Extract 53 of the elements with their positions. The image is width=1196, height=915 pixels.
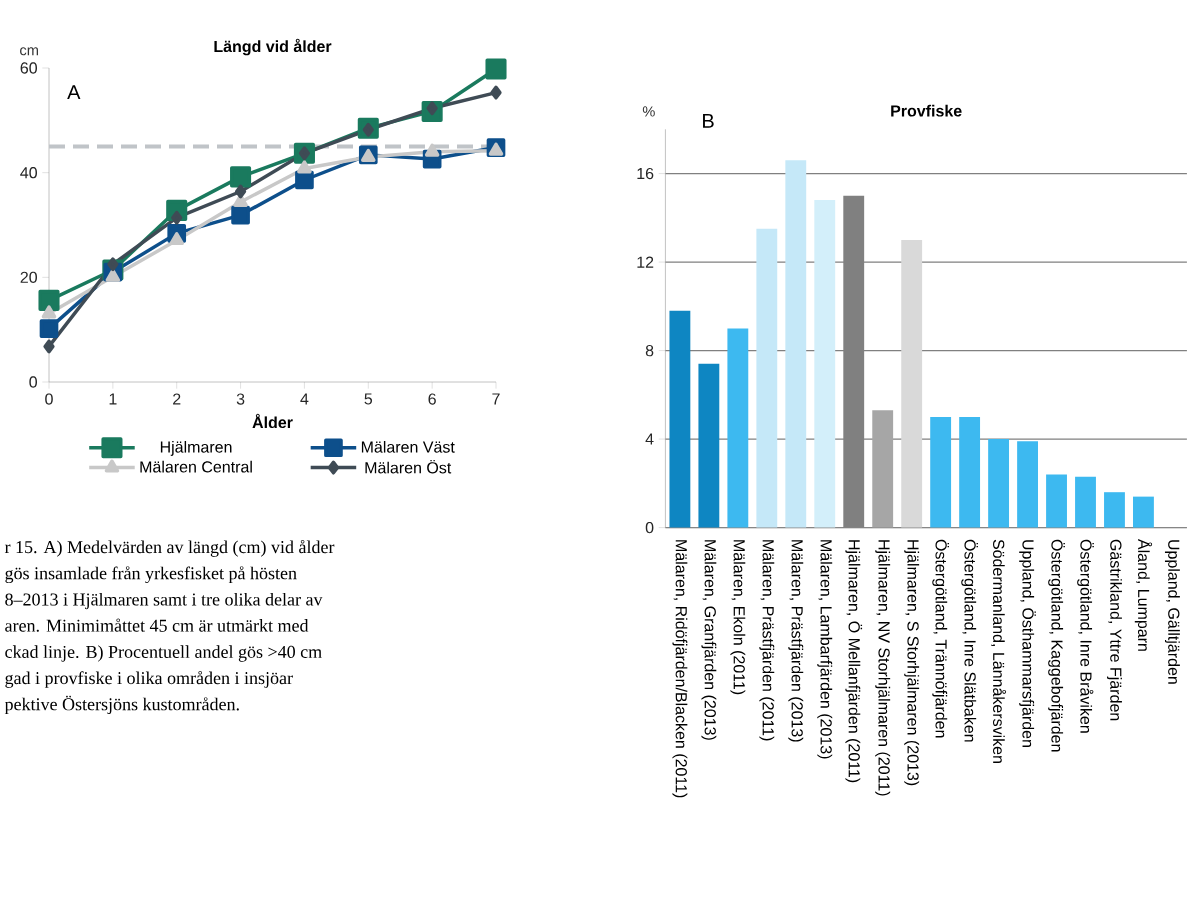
- x-tick-label: Mälaren, Lambarfjärden (2013): [817, 540, 833, 759]
- x-tick-label: Östergötland, Inre Bråviken: [1077, 539, 1094, 733]
- x-tick-label: 4: [300, 393, 309, 405]
- x-tick-label: Mälaren, Ridöfjärden/Blacken (2011): [672, 540, 688, 798]
- x-tick-label: Uppland, Gälltjärden: [1164, 540, 1180, 684]
- x-axis-title: Ålder: [252, 413, 293, 429]
- legend-label: Mälaren Väst: [361, 440, 455, 453]
- x-tick-label: Hjälmaren, NV Storhjälmaren (2011): [875, 540, 891, 796]
- x-tick-label: Hjälmaren, Ö Mellanfjärden (2011): [845, 540, 863, 783]
- y-axis-title: cm: [20, 47, 38, 56]
- x-tick-label: Gästrikland, Yttre Fjärden: [1107, 539, 1122, 721]
- x-tick-label: Östergötland, Trännöfjärden: [932, 539, 949, 738]
- y-tick-label: 16: [637, 167, 654, 180]
- y-tick-label: 0: [645, 521, 654, 534]
- legend-label: Mälaren Central: [140, 460, 252, 473]
- y-tick-label: 8: [645, 344, 654, 357]
- x-tick-label: Mälaren, Granfjärden (2013): [701, 540, 717, 740]
- text: r 15. A) Medelvärden av längd (cm) vid ålder: [4, 539, 335, 557]
- text: pektive Östersjöns kustområden.: [4, 695, 239, 715]
- text: aren. Minimimåttet 45 cm är utmärkt med: [5, 618, 309, 632]
- x-tick-label: Mälaren, Ekoln (2011): [730, 540, 746, 695]
- text: gad i provfiske i olika områden i insjöar: [5, 670, 293, 688]
- text: gös insamlade från yrkesfisket på hösten: [5, 566, 297, 584]
- x-tick-label: Mälaren, Prästfjärden (2013): [788, 540, 804, 742]
- y-tick-label: 40: [20, 167, 37, 179]
- x-tick-label: Hjälmaren, S Storhjälmaren (2013): [904, 540, 920, 786]
- x-tick-label: 5: [364, 393, 373, 405]
- y-axis-title: %: [642, 106, 655, 117]
- chart-title: Längd vid ålder: [214, 38, 332, 56]
- x-tick-label: 7: [492, 393, 500, 405]
- x-tick-label: 6: [428, 393, 436, 405]
- y-tick-label: 60: [20, 62, 37, 74]
- x-tick-label: Åland, Lumparn: [1134, 539, 1153, 651]
- legend-label: Mälaren Öst: [365, 459, 452, 474]
- x-tick-label: Östergötland, Inre Slätbaken: [961, 539, 978, 742]
- x-tick-label: 0: [45, 393, 53, 405]
- x-tick-label: Uppland, Östhammarsfjärden: [1019, 540, 1036, 747]
- legend-label: Hjälmaren: [160, 440, 232, 456]
- y-tick-label: 12: [637, 256, 654, 268]
- y-tick-label: 0: [29, 376, 38, 388]
- x-tick-label: Södermanland, Lännåkersviken: [991, 539, 1007, 763]
- x-tick-label: 3: [236, 393, 245, 405]
- text: 8–2013 i Hjälmaren samt i tre olika delar av: [5, 592, 323, 610]
- y-tick-label: 20: [20, 271, 37, 283]
- chart-title: Provfiske: [891, 104, 962, 117]
- x-tick-label: 1: [109, 393, 117, 405]
- text: ckad linje. B) Procentuell andel gös >40 cm: [5, 645, 322, 662]
- y-tick-label: 4: [645, 433, 654, 445]
- x-tick-label: Östergötland, Kaggebofjärden: [1048, 539, 1065, 752]
- text: B: [703, 114, 714, 128]
- annotation: A: [67, 85, 81, 100]
- x-tick-label: Mälaren, Prästfjärden (2011): [759, 540, 775, 741]
- x-tick-label: 2: [173, 393, 181, 405]
